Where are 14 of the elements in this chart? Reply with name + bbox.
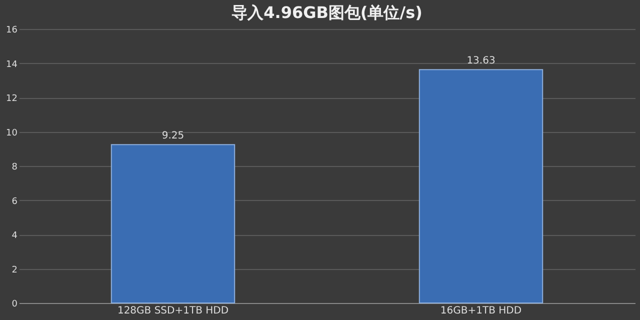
y-tick-label: 4 — [12, 231, 18, 241]
y-tick-label: 8 — [12, 162, 18, 172]
chart-title: 导入4.96GB图包(单位/s) — [232, 3, 422, 22]
data-label: 9.25 — [162, 130, 184, 142]
y-tick-label: 12 — [6, 94, 18, 104]
x-tick-label: 16GB+1TB HDD — [440, 306, 522, 316]
y-tick-label: 10 — [6, 128, 18, 138]
y-tick-label: 6 — [12, 196, 18, 207]
y-tick-label: 16 — [6, 26, 18, 36]
data-label: 13.63 — [466, 56, 496, 67]
y-tick-label: 14 — [6, 60, 18, 70]
y-tick-label: 0 — [12, 300, 18, 310]
y-tick-label: 2 — [12, 265, 18, 276]
x-tick-label: 128GB SSD+1TB HDD — [117, 306, 229, 316]
